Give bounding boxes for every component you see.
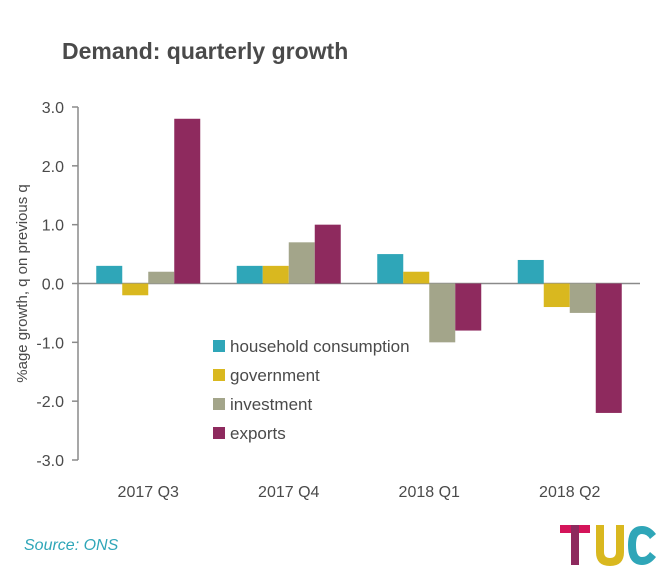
bar-government-2018-Q1 [403, 271, 430, 284]
bar-investment-2018-Q2 [569, 283, 596, 313]
y-tick-label: 0.0 [42, 277, 64, 294]
x-tick-label: 2017 Q3 [118, 484, 179, 501]
bars [96, 118, 622, 413]
bar-investment-2018-Q1 [429, 283, 456, 343]
legend-label: exports [230, 424, 286, 443]
bar-investment-2017-Q3 [148, 271, 175, 284]
bar-household-consumption-2018-Q1 [377, 254, 404, 284]
bar-exports-2017-Q3 [174, 118, 201, 284]
legend-label: investment [230, 395, 312, 414]
legend-swatch [213, 369, 225, 381]
bar-government-2018-Q2 [543, 283, 570, 308]
bar-household-consumption-2018-Q2 [517, 259, 544, 284]
y-axis-title: %age growth, q on previous q [14, 184, 31, 382]
legend-label: household consumption [230, 337, 410, 356]
source-note: Source: ONS [24, 537, 119, 554]
bar-investment-2017-Q4 [288, 242, 315, 284]
bar-government-2017-Q4 [262, 265, 289, 284]
bar-household-consumption-2017-Q3 [96, 265, 123, 284]
bar-exports-2017-Q4 [314, 224, 341, 284]
y-tick-label: -3.0 [36, 453, 64, 470]
bar-household-consumption-2017-Q4 [236, 265, 263, 284]
tuc-logo [560, 525, 656, 566]
y-tick-label: -1.0 [36, 335, 64, 352]
legend-swatch [213, 398, 225, 410]
x-tick-label: 2018 Q2 [539, 484, 600, 501]
legend-swatch [213, 340, 225, 352]
chart-title: Demand: quarterly growth [62, 38, 349, 64]
y-tick-label: 2.0 [42, 159, 64, 176]
x-tick-label: 2018 Q1 [399, 484, 460, 501]
legend: household consumption government investmen… [213, 337, 410, 443]
legend-label: government [230, 366, 320, 385]
y-tick-label: -2.0 [36, 394, 64, 411]
bar-exports-2018-Q2 [595, 283, 622, 413]
x-tick-label: 2017 Q4 [258, 484, 319, 501]
y-tick-label: 3.0 [42, 100, 64, 117]
y-tick-label: 1.0 [42, 218, 64, 235]
bar-government-2017-Q3 [122, 283, 149, 296]
bar-exports-2018-Q1 [455, 283, 482, 331]
legend-swatch [213, 427, 225, 439]
